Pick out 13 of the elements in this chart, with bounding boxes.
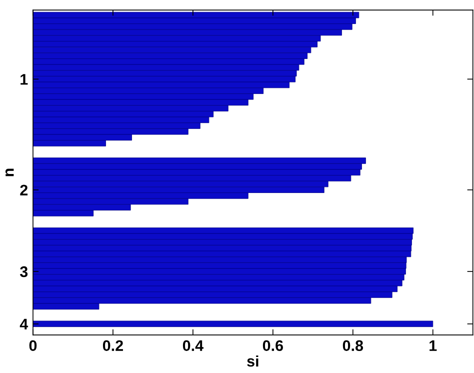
x-axis-title: si [247,355,258,367]
x-tick-label: 0.2 [102,340,123,352]
y-tick-label: 3 [20,266,28,278]
x-tick-label: 0.4 [182,340,204,352]
bar [32,320,434,328]
y-tick-label: 2 [20,184,28,196]
y-tick-label: 4 [20,318,28,330]
y-axis-title: n [5,168,14,176]
x-tick-label: 1 [430,340,437,351]
x-tick-label: 0.8 [342,340,364,352]
x-tick-label: 0.6 [262,340,283,352]
x-tick-label: 0 [29,340,37,352]
y-tick-label: 1 [20,74,28,85]
